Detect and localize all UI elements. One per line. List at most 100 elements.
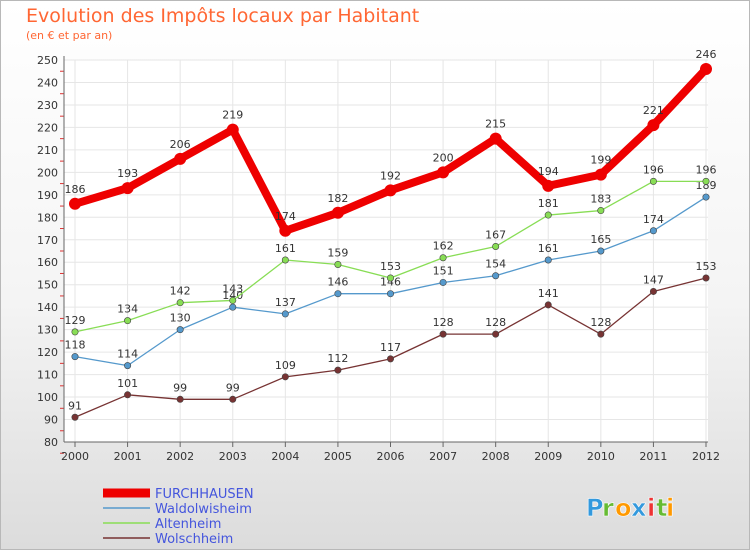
legend-label-waldolwisheim: Waldolwisheim bbox=[155, 502, 252, 517]
data-point-wolschheim bbox=[386, 355, 394, 363]
data-label-altenheim: 134 bbox=[117, 303, 138, 316]
data-point-wolschheim bbox=[124, 391, 132, 399]
data-point-waldolwisheim bbox=[71, 353, 79, 361]
data-point-waldolwisheim bbox=[281, 310, 289, 318]
data-label-furchhausen: 182 bbox=[327, 192, 348, 205]
data-label-furchhausen: 199 bbox=[590, 154, 611, 167]
data-point-altenheim bbox=[439, 254, 447, 262]
data-label-altenheim: 143 bbox=[222, 282, 243, 295]
y-tick-label: 200 bbox=[37, 166, 58, 179]
data-label-wolschheim: 147 bbox=[643, 273, 664, 286]
data-label-furchhausen: 206 bbox=[170, 138, 191, 151]
logo-letter: x bbox=[631, 494, 647, 522]
data-point-altenheim bbox=[386, 274, 394, 282]
x-tick-label: 2008 bbox=[482, 450, 510, 463]
logo-letter: t bbox=[656, 494, 667, 522]
data-point-furchhausen bbox=[437, 166, 450, 179]
data-label-waldolwisheim: 174 bbox=[643, 213, 664, 226]
x-tick-label: 2004 bbox=[271, 450, 299, 463]
data-point-waldolwisheim bbox=[597, 247, 605, 255]
data-label-wolschheim: 128 bbox=[433, 316, 454, 329]
data-point-furchhausen bbox=[594, 168, 607, 181]
data-label-wolschheim: 153 bbox=[696, 260, 717, 273]
data-label-furchhausen: 246 bbox=[696, 48, 717, 61]
logo-letter: P bbox=[586, 494, 604, 522]
data-point-waldolwisheim bbox=[649, 227, 657, 235]
x-tick-label: 2007 bbox=[429, 450, 457, 463]
y-tick-label: 170 bbox=[37, 234, 58, 247]
data-label-wolschheim: 128 bbox=[485, 316, 506, 329]
data-label-furchhausen: 219 bbox=[222, 109, 243, 122]
data-point-altenheim bbox=[597, 207, 605, 215]
logo-letter: i bbox=[647, 494, 655, 522]
data-point-wolschheim bbox=[649, 287, 657, 295]
data-point-wolschheim bbox=[334, 366, 342, 374]
data-point-furchhausen bbox=[226, 123, 239, 136]
chart-subtitle: (en € et par an) bbox=[26, 29, 112, 42]
x-tick-label: 2010 bbox=[587, 450, 615, 463]
proxiti-logo: Pr o x i ti bbox=[586, 494, 675, 523]
data-point-furchhausen bbox=[647, 119, 660, 132]
data-point-altenheim bbox=[229, 296, 237, 304]
logo-letter: o bbox=[615, 494, 632, 522]
y-tick-label: 160 bbox=[37, 256, 58, 269]
data-label-altenheim: 159 bbox=[327, 246, 348, 259]
data-label-waldolwisheim: 154 bbox=[485, 258, 506, 271]
data-point-altenheim bbox=[544, 211, 552, 219]
y-tick-label: 180 bbox=[37, 211, 58, 224]
data-label-furchhausen: 186 bbox=[65, 183, 86, 196]
data-label-altenheim: 196 bbox=[696, 163, 717, 176]
data-label-waldolwisheim: 137 bbox=[275, 296, 296, 309]
data-point-waldolwisheim bbox=[334, 290, 342, 298]
data-point-wolschheim bbox=[229, 395, 237, 403]
y-tick-label: 90 bbox=[44, 414, 58, 427]
data-label-altenheim: 153 bbox=[380, 260, 401, 273]
data-point-waldolwisheim bbox=[229, 303, 237, 311]
data-label-waldolwisheim: 146 bbox=[380, 276, 401, 289]
data-point-furchhausen bbox=[542, 179, 555, 192]
data-point-furchhausen bbox=[384, 184, 397, 197]
data-label-wolschheim: 141 bbox=[538, 287, 559, 300]
data-point-waldolwisheim bbox=[439, 278, 447, 286]
data-label-altenheim: 142 bbox=[170, 285, 191, 298]
x-tick-label: 2012 bbox=[692, 450, 720, 463]
data-point-furchhausen bbox=[700, 62, 712, 75]
y-tick-label: 130 bbox=[37, 324, 58, 337]
data-label-wolschheim: 109 bbox=[275, 359, 296, 372]
data-label-altenheim: 183 bbox=[590, 193, 611, 206]
data-label-altenheim: 167 bbox=[485, 229, 506, 242]
data-label-furchhausen: 215 bbox=[485, 118, 506, 131]
x-tick-label: 2009 bbox=[534, 450, 562, 463]
data-point-waldolwisheim bbox=[386, 290, 394, 298]
y-tick-label: 80 bbox=[44, 436, 58, 449]
data-point-waldolwisheim bbox=[124, 362, 132, 370]
data-label-waldolwisheim: 114 bbox=[117, 348, 138, 361]
data-point-altenheim bbox=[124, 317, 132, 325]
y-tick-label: 210 bbox=[37, 144, 58, 157]
data-point-wolschheim bbox=[492, 330, 500, 338]
data-label-wolschheim: 99 bbox=[226, 381, 240, 394]
data-label-furchhausen: 193 bbox=[117, 167, 138, 180]
x-tick-label: 2001 bbox=[114, 450, 142, 463]
data-label-wolschheim: 101 bbox=[117, 377, 138, 390]
data-label-furchhausen: 192 bbox=[380, 169, 401, 182]
data-point-wolschheim bbox=[176, 395, 184, 403]
data-point-wolschheim bbox=[281, 373, 289, 381]
data-label-furchhausen: 194 bbox=[538, 165, 559, 178]
data-label-wolschheim: 117 bbox=[380, 341, 401, 354]
x-tick-label: 2003 bbox=[219, 450, 247, 463]
y-tick-label: 110 bbox=[37, 369, 58, 382]
data-label-waldolwisheim: 130 bbox=[170, 312, 191, 325]
data-point-wolschheim bbox=[544, 301, 552, 309]
x-tick-label: 2002 bbox=[166, 450, 194, 463]
data-label-altenheim: 162 bbox=[433, 240, 454, 253]
chart-title: Evolution des Impôts locaux par Habitant bbox=[26, 5, 419, 27]
data-point-waldolwisheim bbox=[544, 256, 552, 264]
data-point-waldolwisheim bbox=[176, 326, 184, 334]
data-label-furchhausen: 200 bbox=[433, 151, 454, 164]
x-tick-label: 2011 bbox=[639, 450, 667, 463]
data-label-wolschheim: 112 bbox=[327, 352, 348, 365]
data-label-wolschheim: 128 bbox=[590, 316, 611, 329]
data-point-furchhausen bbox=[489, 132, 502, 145]
